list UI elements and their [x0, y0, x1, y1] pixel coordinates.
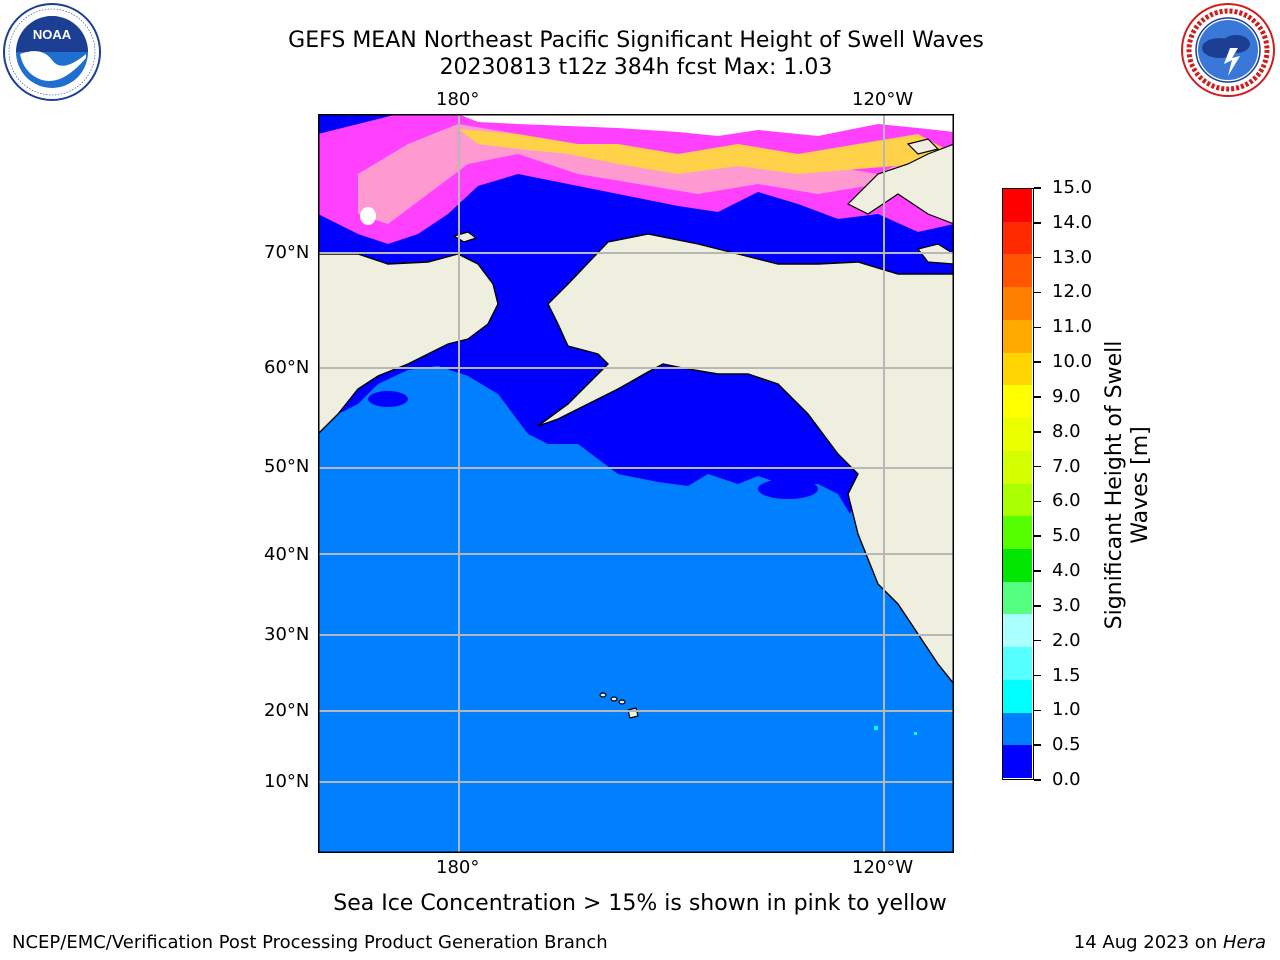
noaa-logo-text: NOAA	[33, 27, 72, 42]
colorbar-tick-label: 6.0	[1052, 490, 1081, 512]
colorbar-segment	[1003, 516, 1032, 550]
colorbar-segment	[1003, 614, 1032, 648]
colorbar-tick-mark	[1034, 570, 1041, 572]
lat-label: 40°N	[264, 544, 310, 565]
colorbar-segment	[1003, 647, 1032, 681]
land-north-america	[537, 233, 954, 686]
colorbar-tick-label: 1.5	[1052, 664, 1081, 686]
colorbar-tick-label: 15.0	[1052, 177, 1093, 198]
colorbar-tick-mark	[1034, 431, 1041, 433]
colorbar-tick-label: 2.0	[1052, 629, 1081, 651]
colorbar-segment	[1003, 450, 1032, 484]
colorbar-tick-label: 10.0	[1052, 351, 1093, 373]
lat-label: 50°N	[264, 456, 310, 477]
colorbar-tick-label: 12.0	[1052, 281, 1093, 303]
footer-host: Hera	[1222, 932, 1266, 953]
colorbar-tick-mark	[1034, 674, 1041, 677]
lon-label-bottom-120w: 120°W	[852, 857, 914, 878]
colorbar-tick-mark	[1034, 535, 1041, 537]
colorbar-tick-label: 5.0	[1052, 525, 1081, 547]
colorbar-segment	[1003, 254, 1032, 288]
colorbar-segment	[1003, 385, 1032, 419]
footer-date-text: 14 Aug 2023 on	[1073, 932, 1223, 953]
colorbar-segment	[1003, 189, 1032, 223]
graticule	[318, 114, 954, 853]
colorbar-tick-mark	[1034, 639, 1041, 642]
sea-ice-caption: Sea Ice Concentration > 15% is shown in …	[333, 891, 947, 916]
colorbar	[1002, 188, 1034, 780]
lat-label: 60°N	[264, 357, 310, 378]
colorbar-segment	[1003, 418, 1032, 452]
colorbar-tick-label: 9.0	[1052, 385, 1081, 407]
lat-label: 30°N	[264, 624, 310, 645]
colorbar-segment	[1003, 581, 1032, 615]
colorbar-segment	[1003, 319, 1032, 354]
colorbar-tick-mark	[1034, 222, 1041, 224]
colorbar-tick-mark	[1034, 291, 1041, 294]
colorbar-tick-label: 0.5	[1052, 734, 1081, 756]
colorbar-tick-mark	[1034, 709, 1041, 712]
colorbar-segment	[1003, 221, 1032, 255]
noaa-logo: NOAA	[3, 3, 101, 101]
colorbar-tick-label: 13.0	[1052, 246, 1093, 268]
colorbar-tick-mark	[1034, 326, 1041, 329]
colorbar-tick-label: 1.0	[1052, 699, 1081, 721]
colorbar-segment	[1003, 352, 1032, 386]
lat-label: 20°N	[264, 700, 310, 721]
map-frame	[318, 114, 954, 853]
colorbar-tick-label: 0.0	[1052, 769, 1081, 790]
colorbar-tick-label: 14.0	[1052, 211, 1093, 233]
colorbar-tick-mark	[1034, 256, 1041, 259]
colorbar-tick-label: 4.0	[1052, 560, 1081, 582]
lon-label-top-120w: 120°W	[852, 89, 914, 110]
footer-date: 14 Aug 2023 on Hera	[1074, 932, 1266, 954]
lon-label-bottom-180: 180°	[436, 857, 480, 878]
colorbar-segment	[1003, 287, 1032, 321]
colorbar-tick-mark	[1034, 465, 1041, 468]
lat-label: 70°N	[264, 242, 310, 263]
colorbar-tick-mark	[1034, 779, 1041, 781]
colorbar-segment	[1003, 483, 1032, 517]
colorbar-segment	[1003, 679, 1032, 714]
colorbar-segment	[1003, 745, 1032, 779]
colorbar-tick-mark	[1034, 396, 1041, 398]
colorbar-tick-label: 11.0	[1052, 316, 1093, 338]
lat-label: 10°N	[264, 771, 310, 792]
colorbar-tick-mark	[1034, 500, 1041, 503]
colorbar-segment	[1003, 548, 1032, 583]
colorbar-label: Significant Height of Swell Waves [m]	[1102, 340, 1153, 630]
footer-credit: NCEP/EMC/Verification Post Processing Pr…	[12, 932, 608, 953]
map-panel	[318, 114, 954, 853]
nws-logo	[1181, 3, 1275, 97]
colorbar-tick-mark	[1034, 187, 1041, 189]
colorbar-segment	[1003, 712, 1032, 746]
colorbar-tick-label: 3.0	[1052, 594, 1081, 616]
lon-label-top-180: 180°	[436, 89, 480, 110]
colorbar-tick-mark	[1034, 744, 1041, 746]
colorbar-tick-label: 7.0	[1052, 455, 1081, 477]
colorbar-tick-mark	[1034, 361, 1041, 363]
colorbar-tick-label: 8.0	[1052, 420, 1081, 442]
chart-title: GEFS MEAN Northeast Pacific Significant …	[288, 28, 984, 53]
colorbar-tick-mark	[1034, 605, 1041, 607]
chart-subtitle: 20230813 t12z 384h fcst Max: 1.03	[439, 55, 833, 80]
